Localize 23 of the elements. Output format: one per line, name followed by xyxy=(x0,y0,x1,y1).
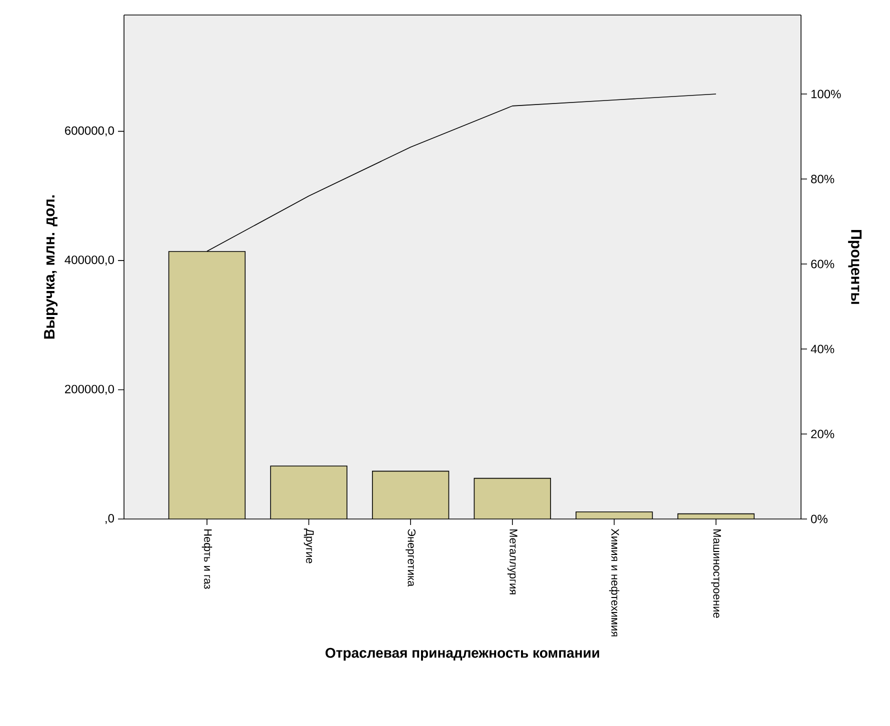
y2-tick-label: 0% xyxy=(811,514,828,524)
y-tick-label: 200000,0 xyxy=(65,384,114,395)
y-tick-label: 600000,0 xyxy=(65,126,114,136)
x-tick-label: Другие xyxy=(304,528,314,564)
bar xyxy=(168,251,246,519)
bar xyxy=(372,471,449,519)
y-tick-label: 400000,0 xyxy=(64,256,114,266)
y2-tick-label: 100% xyxy=(811,90,841,98)
y2-tick-label: 80% xyxy=(811,174,834,184)
bar xyxy=(474,478,551,519)
x-tick-label: Химия и нефтехимия xyxy=(609,528,620,636)
y-tick-label: ,0 xyxy=(106,514,114,524)
x-axis-title: Отраслевая принадлежность компании xyxy=(326,648,600,661)
x-tick-label: Машиностроение xyxy=(711,529,721,618)
bar xyxy=(270,466,347,519)
x-tick-label: Нефть и газ xyxy=(202,529,212,589)
x-tick-label: Энергетика xyxy=(406,529,416,587)
x-tick-label: Металлургия xyxy=(507,529,518,594)
y-axis-title: Выручка, млн. дол. xyxy=(44,195,58,339)
y2-tick-label: 40% xyxy=(810,344,834,354)
y2-axis-title: Проценты xyxy=(848,230,862,304)
y2-tick-label: 20% xyxy=(811,430,834,438)
y2-tick-label: 60% xyxy=(811,260,834,268)
